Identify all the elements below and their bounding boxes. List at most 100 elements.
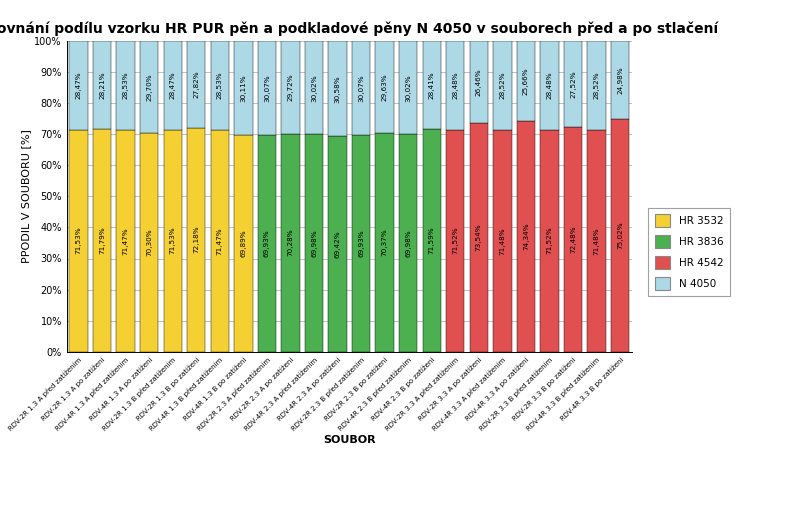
Bar bbox=[305, 41, 323, 134]
Text: 29,63%: 29,63% bbox=[382, 73, 388, 101]
Text: 73,54%: 73,54% bbox=[476, 224, 482, 251]
Bar bbox=[469, 124, 488, 352]
Bar bbox=[352, 41, 371, 134]
Bar bbox=[446, 130, 465, 352]
Text: 28,53%: 28,53% bbox=[122, 72, 129, 99]
Bar bbox=[116, 41, 135, 130]
Bar bbox=[210, 130, 229, 352]
Bar bbox=[69, 130, 88, 352]
Text: 29,72%: 29,72% bbox=[287, 73, 294, 101]
Text: 72,18%: 72,18% bbox=[193, 226, 199, 253]
Text: 28,48%: 28,48% bbox=[452, 72, 458, 99]
Text: 69,98%: 69,98% bbox=[311, 229, 317, 257]
Text: 28,47%: 28,47% bbox=[75, 72, 82, 99]
Bar bbox=[116, 130, 135, 352]
Text: 71,48%: 71,48% bbox=[593, 227, 600, 254]
Bar bbox=[587, 41, 606, 130]
Title: Srovnání podílu vzorku HR PUR pěn a podkladové pěny N 4050 v souborech před a po: Srovnání podílu vzorku HR PUR pěn a podk… bbox=[0, 22, 718, 36]
Bar bbox=[399, 134, 418, 352]
Bar bbox=[328, 136, 347, 352]
Text: 71,59%: 71,59% bbox=[429, 227, 435, 254]
Bar bbox=[611, 41, 630, 119]
Bar bbox=[93, 129, 111, 352]
Bar bbox=[375, 41, 394, 133]
X-axis label: SOUBOR: SOUBOR bbox=[323, 435, 376, 445]
Bar bbox=[587, 130, 606, 352]
Text: 27,52%: 27,52% bbox=[570, 70, 576, 98]
Text: 72,48%: 72,48% bbox=[570, 225, 576, 253]
Bar bbox=[564, 41, 582, 127]
Bar bbox=[422, 129, 441, 352]
Text: 71,53%: 71,53% bbox=[170, 227, 176, 254]
Text: 71,48%: 71,48% bbox=[499, 227, 506, 254]
Bar bbox=[564, 127, 582, 352]
Bar bbox=[187, 41, 206, 128]
Text: 24,98%: 24,98% bbox=[617, 66, 623, 94]
Text: 30,07%: 30,07% bbox=[358, 74, 364, 102]
Text: 27,82%: 27,82% bbox=[193, 71, 199, 98]
Text: 28,52%: 28,52% bbox=[593, 72, 600, 99]
Text: 30,02%: 30,02% bbox=[405, 74, 411, 102]
Bar bbox=[257, 134, 276, 352]
Text: 30,02%: 30,02% bbox=[311, 74, 317, 102]
Text: 69,98%: 69,98% bbox=[405, 229, 411, 257]
Text: 30,11%: 30,11% bbox=[240, 74, 246, 102]
Bar bbox=[234, 41, 253, 135]
Bar bbox=[257, 41, 276, 134]
Text: 71,52%: 71,52% bbox=[452, 227, 458, 254]
Text: 70,37%: 70,37% bbox=[382, 229, 388, 256]
Text: 25,66%: 25,66% bbox=[523, 67, 529, 95]
Text: 28,47%: 28,47% bbox=[170, 72, 176, 99]
Bar bbox=[517, 121, 535, 352]
Legend: HR 3532, HR 3836, HR 4542, N 4050: HR 3532, HR 3836, HR 4542, N 4050 bbox=[648, 208, 729, 296]
Text: 28,21%: 28,21% bbox=[99, 71, 105, 99]
Bar bbox=[540, 41, 559, 130]
Text: 69,42%: 69,42% bbox=[334, 230, 341, 257]
Text: 74,34%: 74,34% bbox=[523, 222, 529, 250]
Text: 71,47%: 71,47% bbox=[122, 227, 129, 254]
Text: 71,47%: 71,47% bbox=[217, 227, 223, 254]
Text: 75,02%: 75,02% bbox=[617, 221, 623, 249]
Text: 28,52%: 28,52% bbox=[499, 72, 506, 99]
Bar bbox=[281, 41, 300, 133]
Text: 69,89%: 69,89% bbox=[240, 230, 246, 257]
Text: 70,28%: 70,28% bbox=[287, 229, 294, 256]
Bar bbox=[281, 133, 300, 352]
Text: 71,79%: 71,79% bbox=[99, 226, 105, 254]
Bar bbox=[469, 41, 488, 124]
Bar bbox=[234, 135, 253, 352]
Text: 71,52%: 71,52% bbox=[546, 227, 553, 254]
Bar bbox=[163, 41, 182, 130]
Bar bbox=[93, 41, 111, 129]
Y-axis label: PPODIL V SOUBORU [%]: PPODIL V SOUBORU [%] bbox=[21, 130, 31, 263]
Text: 69,93%: 69,93% bbox=[264, 229, 270, 257]
Text: 29,70%: 29,70% bbox=[146, 73, 152, 101]
Bar bbox=[163, 130, 182, 352]
Text: 28,48%: 28,48% bbox=[546, 72, 553, 99]
Text: 70,30%: 70,30% bbox=[146, 229, 152, 256]
Bar bbox=[446, 41, 465, 130]
Text: 28,41%: 28,41% bbox=[429, 72, 435, 99]
Bar bbox=[210, 41, 229, 130]
Text: 28,53%: 28,53% bbox=[217, 72, 223, 99]
Bar bbox=[611, 119, 630, 352]
Bar bbox=[69, 41, 88, 130]
Bar bbox=[187, 128, 206, 352]
Bar bbox=[328, 41, 347, 136]
Text: 26,46%: 26,46% bbox=[476, 69, 482, 96]
Bar bbox=[352, 134, 371, 352]
Bar bbox=[305, 134, 323, 352]
Bar bbox=[493, 130, 512, 352]
Bar bbox=[540, 130, 559, 352]
Bar bbox=[375, 133, 394, 352]
Text: 69,93%: 69,93% bbox=[358, 229, 364, 257]
Bar bbox=[493, 41, 512, 130]
Bar bbox=[140, 41, 159, 133]
Text: 30,07%: 30,07% bbox=[264, 74, 270, 102]
Bar bbox=[140, 133, 159, 352]
Text: 71,53%: 71,53% bbox=[75, 227, 82, 254]
Bar bbox=[517, 41, 535, 121]
Text: 30,58%: 30,58% bbox=[334, 75, 341, 102]
Bar bbox=[399, 41, 418, 134]
Bar bbox=[422, 41, 441, 129]
